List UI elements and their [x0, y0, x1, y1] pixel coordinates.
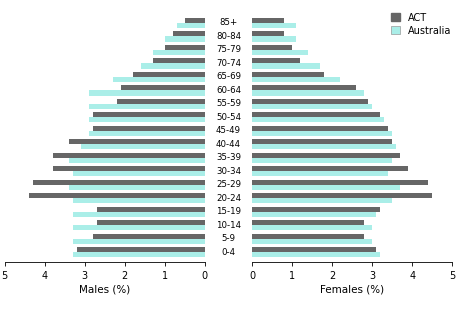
- Bar: [253, 18, 285, 23]
- X-axis label: Females (%): Females (%): [320, 284, 384, 294]
- Bar: [32, 180, 205, 185]
- Bar: [253, 166, 409, 171]
- Bar: [253, 50, 308, 55]
- Bar: [253, 185, 400, 190]
- Bar: [92, 126, 205, 131]
- Bar: [253, 85, 356, 90]
- Bar: [121, 85, 205, 90]
- Bar: [28, 193, 205, 198]
- Bar: [112, 77, 205, 82]
- Bar: [253, 99, 368, 104]
- Bar: [253, 144, 397, 149]
- Bar: [253, 77, 340, 82]
- Bar: [253, 252, 381, 257]
- Bar: [253, 212, 377, 217]
- Bar: [253, 239, 372, 244]
- Bar: [165, 36, 205, 42]
- Bar: [253, 180, 429, 185]
- Bar: [253, 225, 372, 230]
- Bar: [69, 139, 205, 144]
- Bar: [253, 193, 432, 198]
- Bar: [117, 99, 205, 104]
- Text: 85+: 85+: [219, 19, 238, 28]
- Bar: [73, 198, 205, 204]
- Bar: [89, 104, 205, 109]
- Bar: [253, 220, 365, 225]
- Bar: [69, 185, 205, 190]
- Bar: [165, 45, 205, 50]
- Bar: [253, 58, 301, 63]
- Bar: [253, 117, 384, 123]
- Bar: [253, 126, 388, 131]
- Bar: [185, 18, 205, 23]
- Text: 20-24: 20-24: [216, 194, 241, 203]
- Bar: [89, 131, 205, 136]
- Bar: [253, 72, 324, 77]
- Bar: [80, 144, 205, 149]
- Text: 15-19: 15-19: [216, 207, 241, 216]
- Text: 30-34: 30-34: [216, 167, 241, 176]
- Text: 80-84: 80-84: [216, 32, 241, 41]
- Bar: [69, 158, 205, 163]
- Bar: [141, 63, 205, 68]
- Bar: [73, 225, 205, 230]
- Bar: [253, 198, 393, 204]
- Bar: [253, 90, 365, 95]
- Text: 50-54: 50-54: [216, 113, 241, 122]
- Text: 45-49: 45-49: [216, 126, 241, 135]
- X-axis label: Males (%): Males (%): [79, 284, 130, 294]
- Bar: [153, 50, 205, 55]
- Bar: [73, 239, 205, 244]
- Bar: [73, 252, 205, 257]
- Bar: [92, 112, 205, 117]
- Bar: [253, 31, 285, 36]
- Bar: [253, 23, 297, 28]
- Bar: [253, 45, 292, 50]
- Text: 75-79: 75-79: [216, 45, 241, 54]
- Bar: [173, 31, 205, 36]
- Bar: [92, 234, 205, 239]
- Bar: [253, 112, 381, 117]
- Bar: [253, 207, 381, 212]
- Bar: [253, 63, 320, 68]
- Bar: [253, 153, 400, 158]
- Bar: [253, 139, 393, 144]
- Bar: [76, 247, 205, 252]
- Bar: [153, 58, 205, 63]
- Bar: [253, 247, 377, 252]
- Text: 0-4: 0-4: [222, 248, 235, 257]
- Bar: [253, 36, 297, 42]
- Bar: [53, 166, 205, 171]
- Bar: [53, 153, 205, 158]
- Legend: ACT, Australia: ACT, Australia: [391, 13, 452, 36]
- Text: 55-59: 55-59: [216, 100, 241, 108]
- Bar: [133, 72, 205, 77]
- Text: 5-9: 5-9: [222, 234, 235, 243]
- Bar: [89, 90, 205, 95]
- Text: 70-74: 70-74: [216, 59, 241, 68]
- Bar: [253, 171, 388, 176]
- Text: 10-14: 10-14: [216, 221, 241, 230]
- Bar: [96, 220, 205, 225]
- Bar: [176, 23, 205, 28]
- Text: 35-39: 35-39: [216, 153, 241, 162]
- Bar: [73, 171, 205, 176]
- Bar: [253, 158, 393, 163]
- Text: 25-29: 25-29: [216, 180, 241, 189]
- Bar: [253, 234, 365, 239]
- Text: 65-69: 65-69: [216, 72, 241, 81]
- Bar: [253, 131, 393, 136]
- Bar: [73, 212, 205, 217]
- Text: 60-64: 60-64: [216, 86, 241, 95]
- Bar: [89, 117, 205, 123]
- Bar: [96, 207, 205, 212]
- Text: 40-44: 40-44: [216, 140, 241, 149]
- Bar: [253, 104, 372, 109]
